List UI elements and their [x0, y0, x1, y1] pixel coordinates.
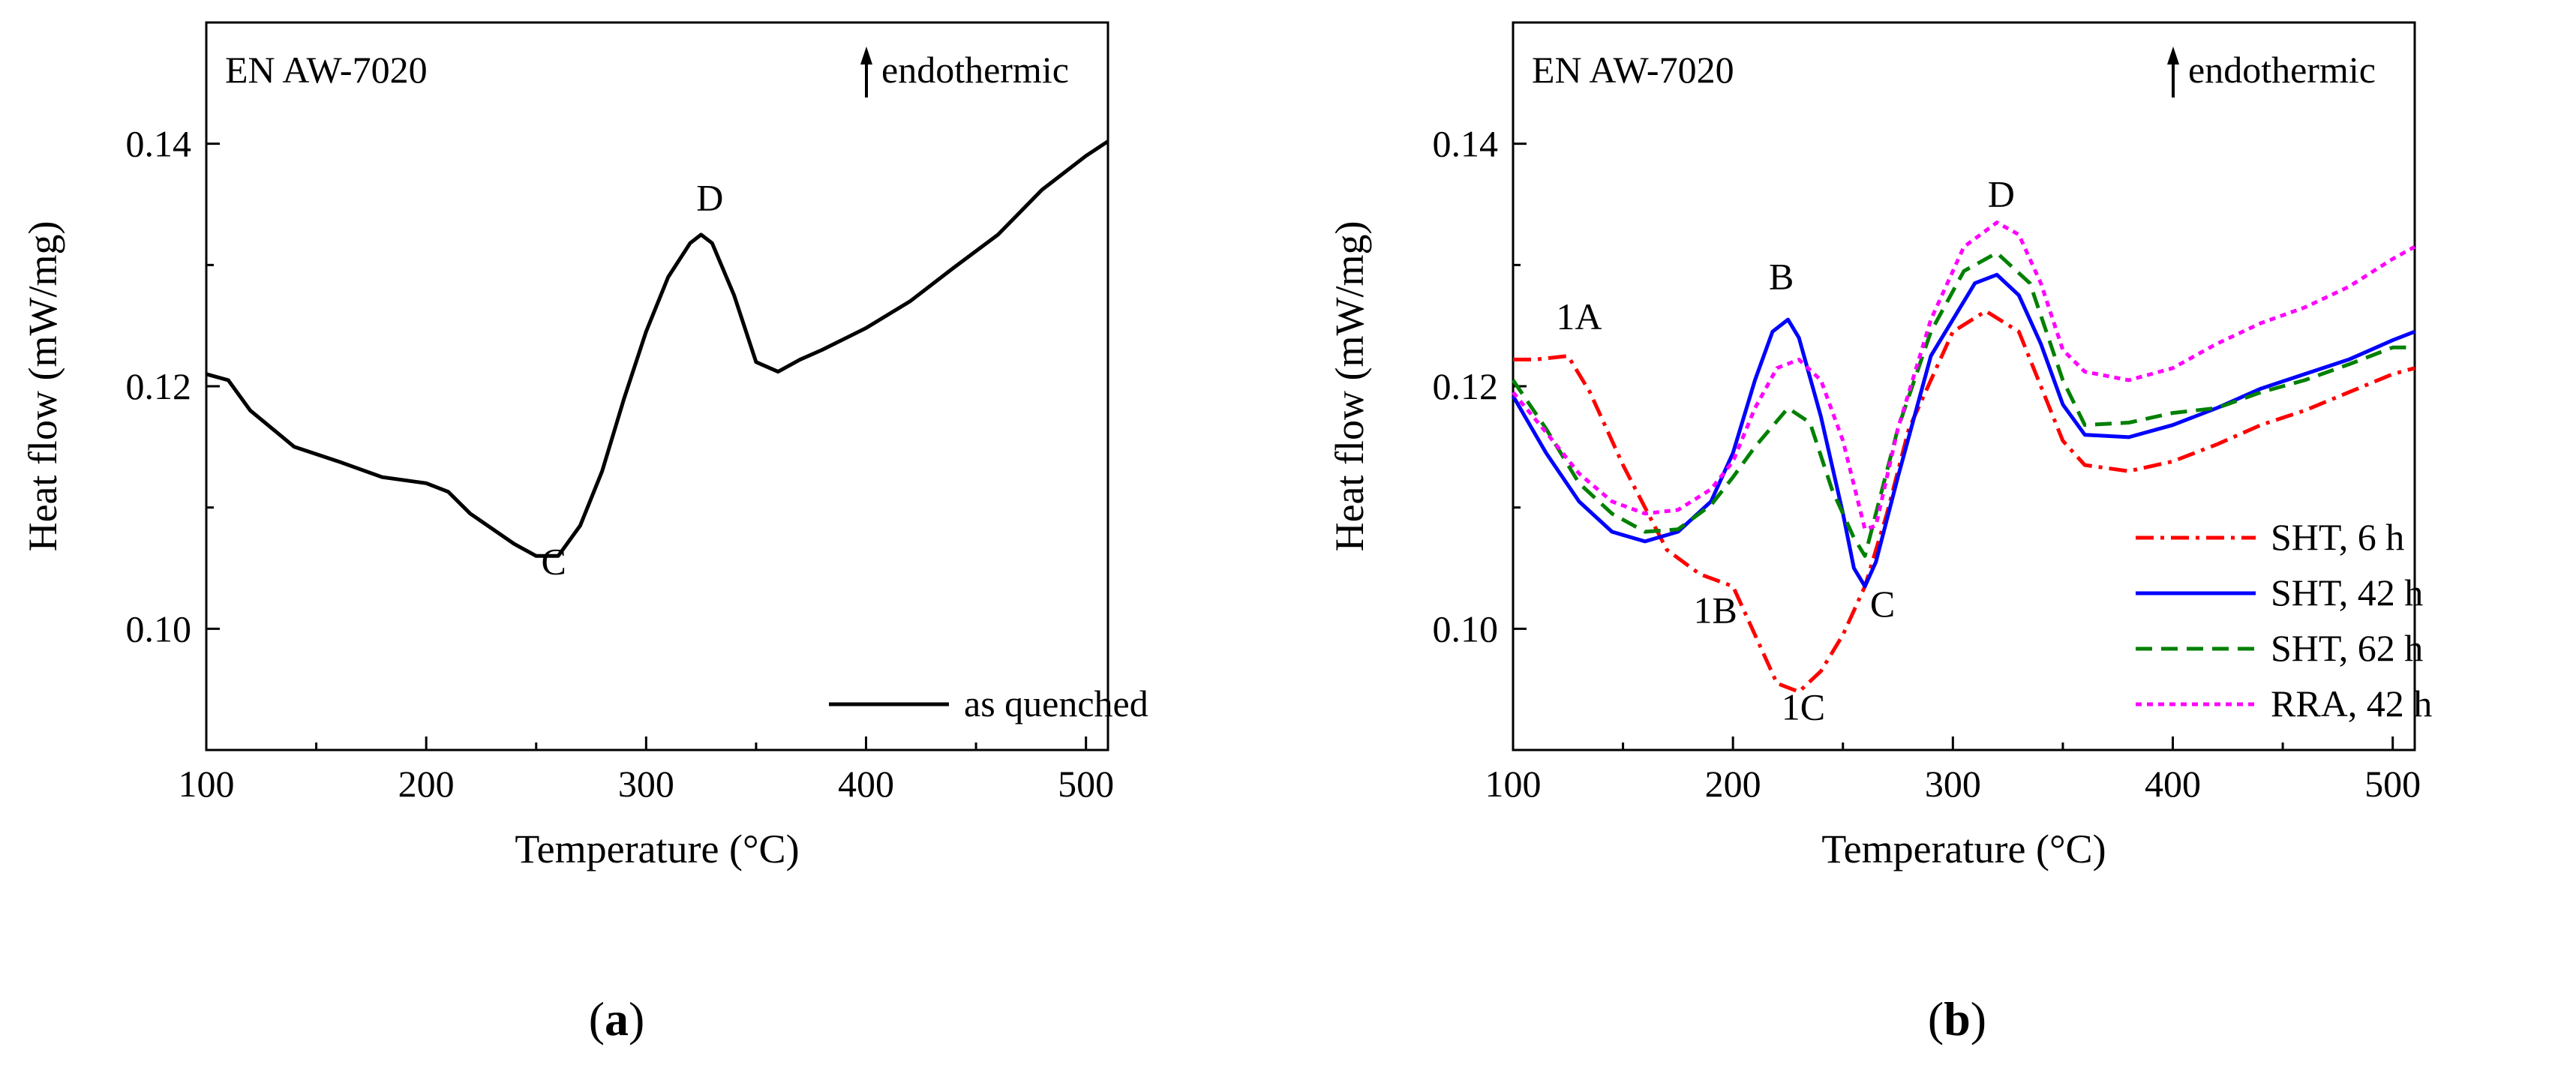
- panel-a-caption: (a): [588, 992, 645, 1046]
- chart-b-y-tick-label: 0.10: [1433, 608, 1499, 650]
- chart-a-y-tick-label: 0.14: [126, 123, 192, 165]
- chart-b-legend-label: RRA, 42 h: [2271, 682, 2432, 724]
- chart-a-x-tick-label: 100: [179, 763, 235, 805]
- chart-a-x-tick-label: 200: [398, 763, 455, 805]
- chart-b-x-tick-label: 100: [1485, 763, 1542, 805]
- chart-b-y-tick-label: 0.12: [1433, 365, 1499, 407]
- chart-b-x-tick-label: 300: [1925, 763, 1981, 805]
- chart-panel-a: 100 200 300 400 500 0.10 0.12 0.14 Temperature (…: [20, 21, 1148, 1046]
- chart-b-x-tick-label: 400: [2145, 763, 2201, 805]
- chart-a-legend-label: as quenched: [964, 682, 1148, 724]
- chart-b-x-tick-label: 200: [1705, 763, 1761, 805]
- chart-b-legend-label: SHT, 6 h: [2271, 516, 2404, 558]
- chart-a-y-tick-label: 0.12: [126, 365, 192, 407]
- chart-a-inset-title: EN AW-7020: [225, 49, 428, 91]
- chart-a-x-tick-label: 400: [838, 763, 894, 805]
- chart-b-series-line-3: [1511, 250, 2415, 558]
- chart-b-point-annotation: D: [1988, 173, 2015, 215]
- chart-b-series-line-4: [1512, 220, 2416, 532]
- chart-a-y-axis-label: Heat flow (mW/mg): [20, 221, 65, 552]
- panel-a-label: a: [605, 992, 629, 1046]
- chart-b-point-annotation: 1B: [1694, 589, 1737, 631]
- chart-b-inset-title: EN AW-7020: [1532, 49, 1734, 91]
- chart-b-series-line-2: [1511, 272, 2415, 589]
- chart-b-x-tick-label: 500: [2364, 763, 2421, 805]
- chart-a-plot-frame: [205, 21, 1109, 752]
- chart-b-direction-label: endothermic: [2188, 49, 2376, 91]
- chart-b-legend-label: SHT, 62 h: [2271, 627, 2423, 669]
- panel-b-caption: (b): [1927, 992, 1987, 1046]
- chart-b-point-annotation: 1A: [1556, 296, 1602, 338]
- chart-b-legend-label: SHT, 42 h: [2271, 572, 2423, 614]
- chart-a-x-tick-label: 300: [618, 763, 674, 805]
- chart-b-x-axis-label: Temperature (°C): [1821, 826, 2106, 872]
- chart-b-endothermic-arrowhead: [2167, 46, 2179, 64]
- chart-b-point-annotation: 1C: [1782, 686, 1825, 728]
- chart-b-svg: 100 200 300 400 500 0.10 0.12 0.14 Temperature (…: [1327, 21, 2432, 872]
- chart-b-point-annotation: C: [1870, 583, 1895, 625]
- chart-b-y-axis-label: Heat flow (mW/mg): [1327, 221, 1372, 552]
- chart-a-direction-label: endothermic: [881, 49, 1069, 91]
- chart-b-y-tick-label: 0.14: [1433, 123, 1499, 165]
- chart-a-endothermic-arrowhead: [860, 46, 872, 64]
- chart-a-y-tick-label: 0.10: [126, 608, 192, 650]
- chart-a-svg: 100 200 300 400 500 0.10 0.12 0.14 Temperature (…: [20, 21, 1148, 872]
- chart-a-point-annotation: D: [696, 177, 723, 219]
- chart-a-x-axis-label: Temperature (°C): [515, 826, 799, 872]
- panel-b-label: b: [1944, 992, 1971, 1046]
- chart-b-point-annotation: B: [1769, 256, 1794, 298]
- chart-a-x-tick-label: 500: [1058, 763, 1114, 805]
- chart-panel-b: 100 200 300 400 500 0.10 0.12 0.14 Temperature (…: [1288, 0, 2576, 1080]
- chart-a-series-line-1: [206, 140, 1109, 558]
- chart-a-point-annotation: C: [542, 541, 566, 583]
